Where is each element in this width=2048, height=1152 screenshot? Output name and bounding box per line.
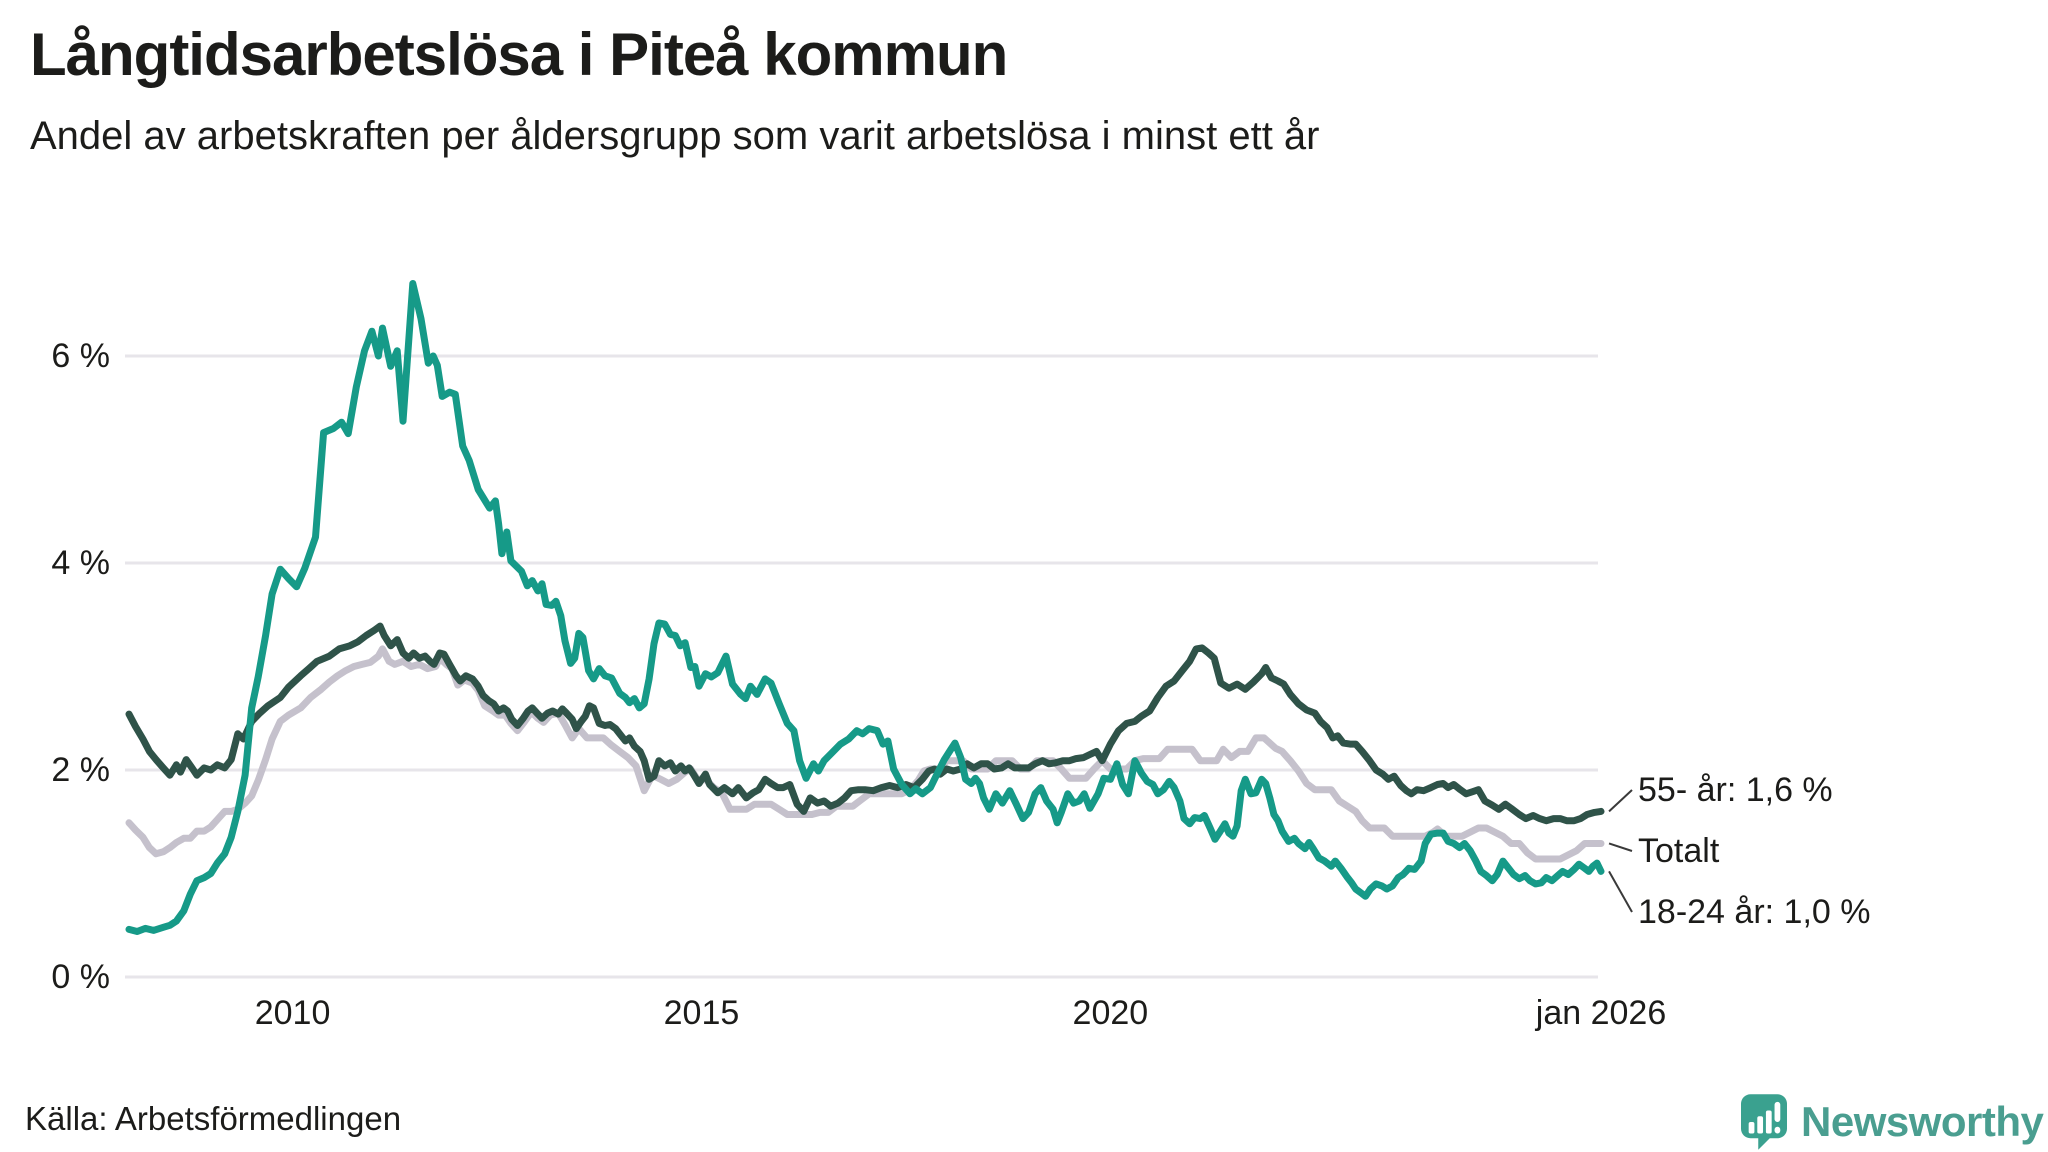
source-credit: Källa: Arbetsförmedlingen [25, 1100, 402, 1137]
leader-line-totalt [1608, 842, 1633, 852]
newsworthy-logo: Newsworthy [1741, 1093, 2044, 1151]
y-axis-tick-2: 2 % [51, 751, 110, 789]
y-axis-tick-4: 4 % [51, 544, 110, 582]
leader-line-55-r [1608, 789, 1633, 813]
series-line-18-24-r [125, 280, 1605, 935]
page-subtitle: Andel av arbetskraften per åldersgrupp s… [30, 114, 1320, 158]
newsworthy-wordmark: Newsworthy [1801, 1098, 2044, 1145]
leader-line-18-24-r [1608, 870, 1633, 913]
newsworthy-bubble-chart-icon [1741, 1094, 1787, 1150]
x-axis-tick-2020: 2020 [1072, 994, 1149, 1032]
x-axis-tick-2015: 2015 [663, 994, 740, 1032]
page-title: Långtidsarbetslösa i Piteå kommun [30, 21, 1008, 88]
x-axis-tick-2010: 2010 [254, 994, 331, 1032]
series-line-55-r [125, 622, 1605, 825]
y-axis-tick-6: 6 % [51, 337, 110, 375]
x-axis-tick-jan-2026: jan 2026 [1535, 994, 1667, 1032]
series-line-totalt [125, 645, 1605, 863]
series-label-55-ar: 55- år: 1,6 % [1638, 771, 1833, 809]
y-axis-tick-0: 0 % [51, 958, 110, 996]
series-label-totalt: Totalt [1638, 832, 1720, 870]
series-label-18-24-ar: 18-24 år: 1,0 % [1638, 893, 1871, 931]
